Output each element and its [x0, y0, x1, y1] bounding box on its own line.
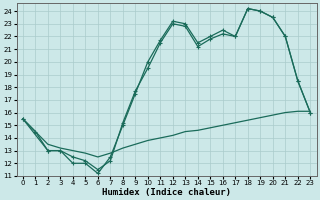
- X-axis label: Humidex (Indice chaleur): Humidex (Indice chaleur): [102, 188, 231, 197]
